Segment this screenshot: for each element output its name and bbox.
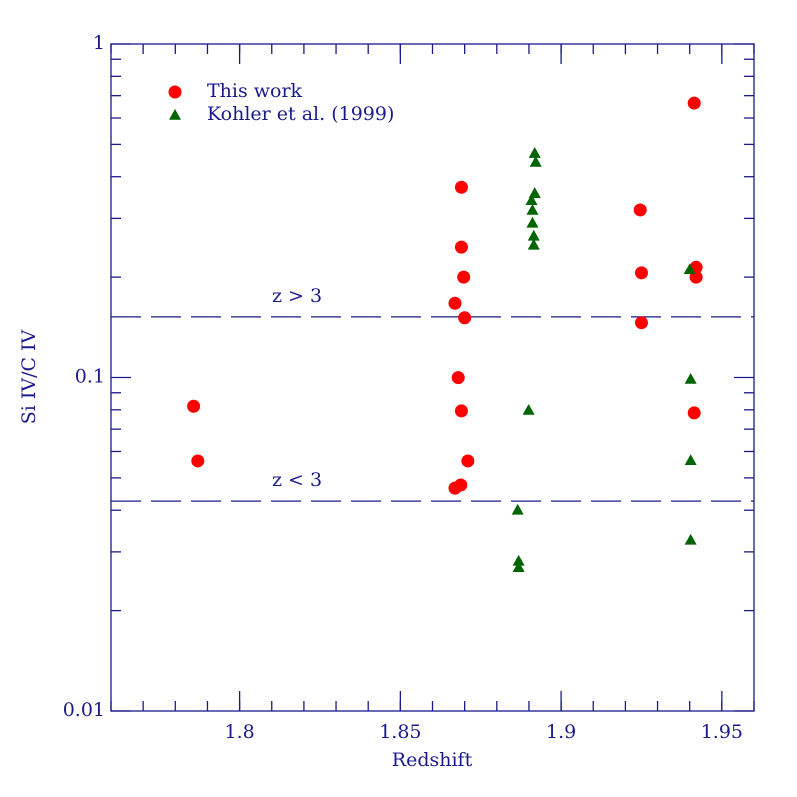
point bbox=[187, 399, 201, 413]
point bbox=[461, 454, 475, 468]
y-axis-label: Si IV/C IV bbox=[18, 329, 40, 424]
point bbox=[527, 238, 540, 250]
threshold-label: z < 3 bbox=[272, 469, 322, 491]
point bbox=[457, 270, 471, 284]
x-tick-label: 1.95 bbox=[701, 721, 743, 743]
point bbox=[458, 311, 472, 325]
point bbox=[454, 240, 468, 254]
x-tick-label: 1.8 bbox=[224, 721, 254, 743]
point bbox=[634, 316, 648, 330]
legend-label: This work bbox=[207, 80, 303, 102]
point bbox=[634, 266, 648, 280]
point bbox=[451, 371, 465, 385]
point bbox=[684, 533, 697, 545]
point bbox=[522, 404, 535, 415]
point bbox=[528, 147, 541, 158]
y-tick-label: 0.1 bbox=[75, 366, 105, 388]
x-tick-label: 1.85 bbox=[379, 721, 421, 743]
threshold-label: z > 3 bbox=[272, 285, 322, 307]
plot-frame bbox=[110, 43, 755, 712]
legend-marker bbox=[168, 85, 182, 99]
point bbox=[684, 454, 697, 465]
x-tick-label: 1.9 bbox=[546, 721, 576, 743]
point bbox=[454, 404, 468, 418]
point bbox=[687, 406, 701, 420]
point bbox=[526, 203, 539, 215]
y-tick-label: 0.01 bbox=[63, 699, 105, 721]
point bbox=[527, 229, 540, 241]
point bbox=[525, 194, 538, 206]
point bbox=[512, 561, 525, 572]
x-axis-label: Redshift bbox=[392, 749, 473, 771]
y-tick-label: 1 bbox=[93, 32, 105, 54]
point bbox=[683, 263, 696, 275]
point bbox=[512, 554, 525, 566]
point bbox=[191, 454, 205, 468]
point bbox=[511, 503, 524, 515]
point bbox=[448, 481, 462, 495]
point bbox=[454, 180, 468, 194]
point bbox=[526, 216, 539, 228]
legend-label: Kohler et al. (1999) bbox=[207, 103, 394, 125]
point bbox=[529, 155, 542, 167]
point bbox=[633, 203, 647, 217]
point bbox=[448, 296, 462, 310]
point bbox=[684, 372, 697, 384]
point bbox=[687, 96, 701, 110]
legend-marker bbox=[169, 109, 181, 120]
